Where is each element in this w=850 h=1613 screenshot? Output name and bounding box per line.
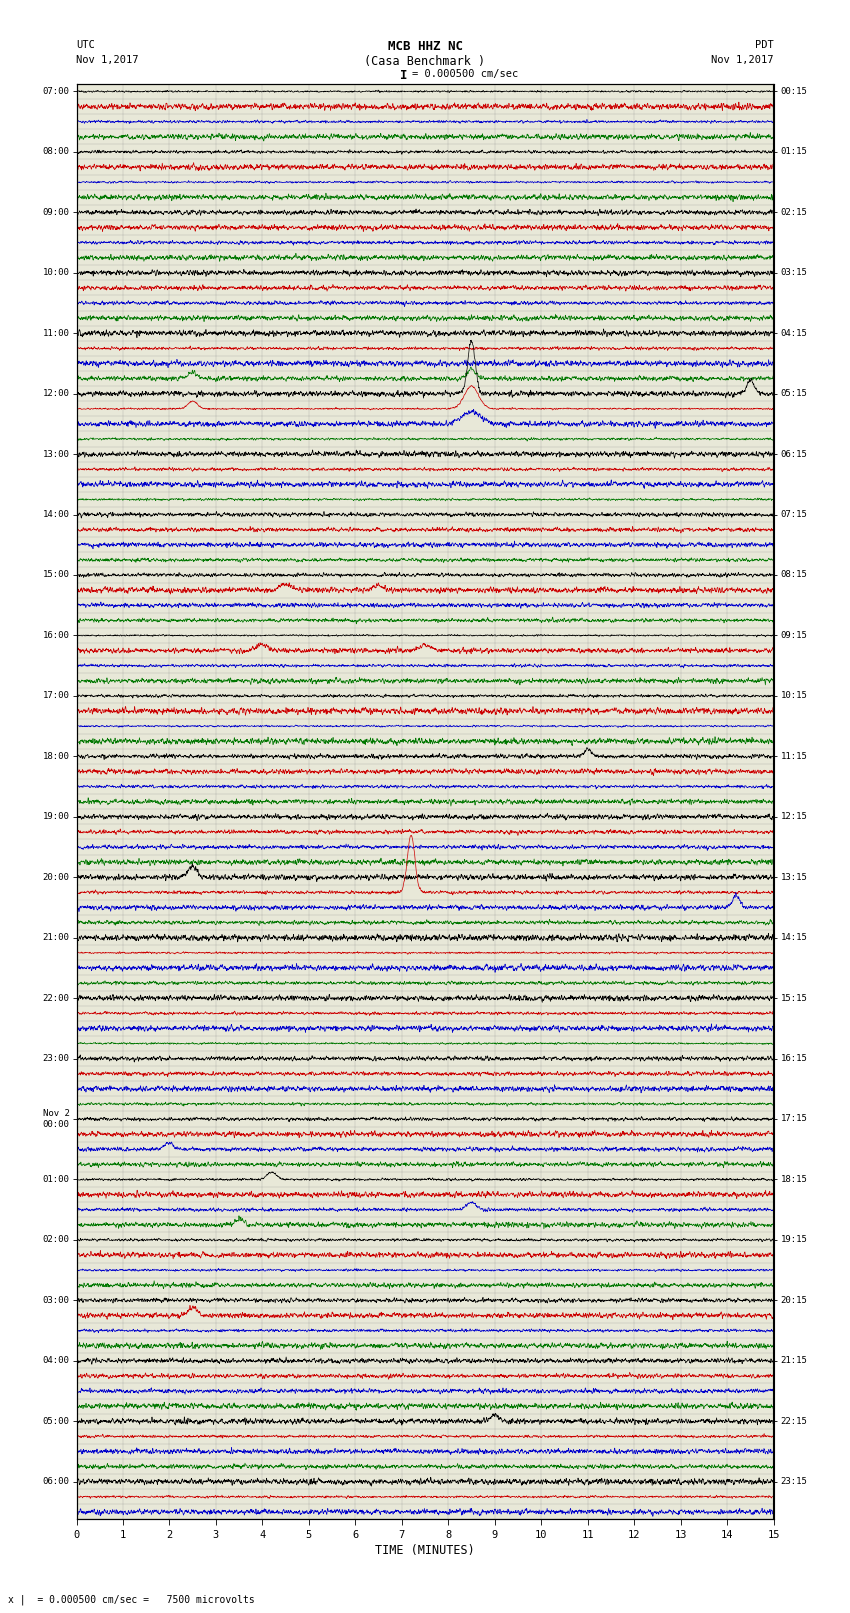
Text: x |  = 0.000500 cm/sec =   7500 microvolts: x | = 0.000500 cm/sec = 7500 microvolts bbox=[8, 1594, 255, 1605]
Text: UTC: UTC bbox=[76, 40, 95, 50]
Text: Nov 1,2017: Nov 1,2017 bbox=[711, 55, 774, 65]
X-axis label: TIME (MINUTES): TIME (MINUTES) bbox=[375, 1544, 475, 1557]
Text: = 0.000500 cm/sec: = 0.000500 cm/sec bbox=[412, 69, 518, 79]
Text: PDT: PDT bbox=[755, 40, 774, 50]
Text: Nov 1,2017: Nov 1,2017 bbox=[76, 55, 139, 65]
Text: I: I bbox=[400, 69, 407, 82]
Text: MCB HHZ NC: MCB HHZ NC bbox=[388, 40, 462, 53]
Text: (Casa Benchmark ): (Casa Benchmark ) bbox=[365, 55, 485, 68]
